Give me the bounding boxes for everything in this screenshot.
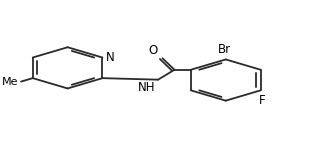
Text: Me: Me (2, 77, 19, 87)
Text: Br: Br (218, 43, 231, 56)
Text: F: F (259, 94, 265, 107)
Text: NH: NH (138, 81, 156, 94)
Text: N: N (106, 51, 115, 64)
Text: O: O (149, 44, 158, 57)
